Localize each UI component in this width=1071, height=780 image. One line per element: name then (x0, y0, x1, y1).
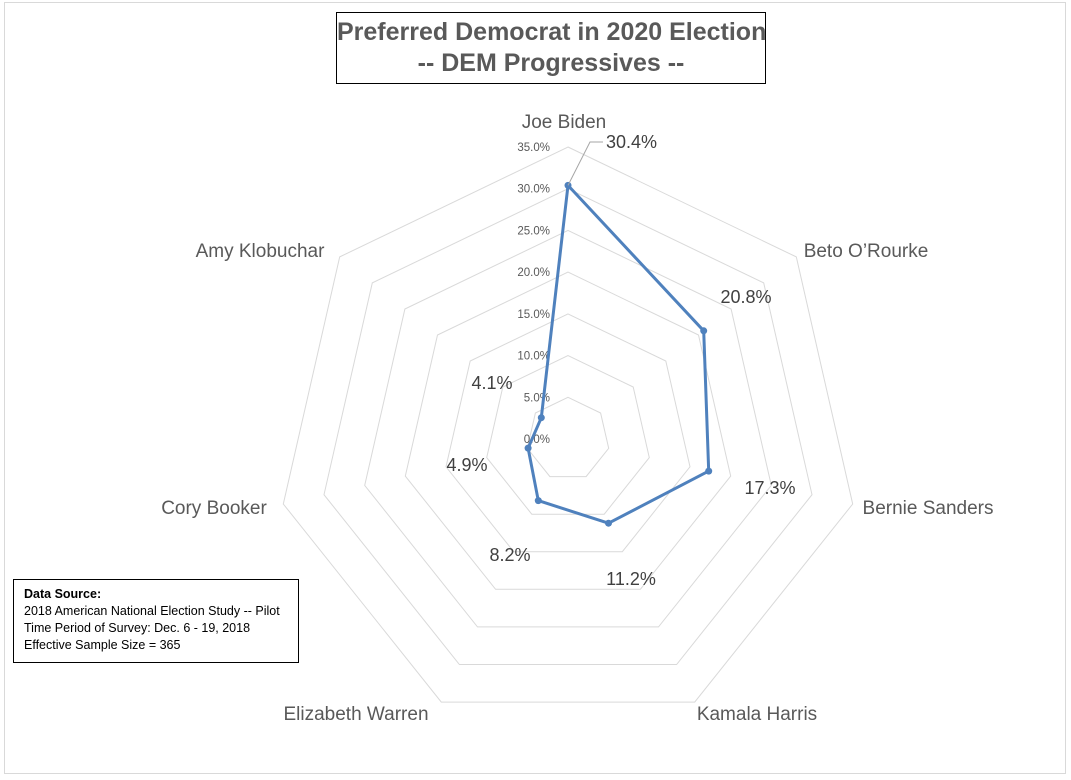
radar-grid (282, 146, 854, 703)
chart-title-line1: Preferred Democrat in 2020 Election (337, 18, 767, 46)
data-label-leader (567, 141, 603, 186)
tick-label: 25.0% (517, 225, 550, 237)
category-label: Bernie Sanders (863, 498, 994, 519)
tick-label: 0.0% (524, 434, 550, 446)
data-point (705, 467, 713, 475)
data-point (700, 327, 708, 335)
tick-label: 35.0% (517, 142, 550, 154)
chart-area (4, 2, 1066, 774)
grid-ring-35 (282, 146, 854, 703)
category-label: Beto O’Rourke (804, 241, 929, 262)
series-line (526, 183, 711, 525)
data-point (605, 519, 612, 527)
data-label: 17.3% (744, 478, 795, 498)
data-label: 8.2% (489, 545, 530, 565)
data-point (537, 414, 545, 422)
category-label: Kamala Harris (697, 704, 817, 725)
data-point (534, 497, 542, 505)
grid-ring-30 (323, 188, 813, 665)
grid-ring-5 (526, 396, 610, 478)
category-label: Amy Klobuchar (196, 241, 326, 262)
data-source-box: Data Source: 2018 American National Elec… (13, 579, 299, 663)
data-label: 30.4% (606, 132, 657, 152)
data-label: 4.1% (471, 373, 512, 393)
category-label: Elizabeth Warren (283, 704, 428, 725)
category-label: Joe Biden (522, 112, 607, 133)
tick-label: 5.0% (524, 392, 550, 404)
data-label: 4.9% (446, 455, 487, 475)
series-biden-etc: 30.4% 20.8% 17.3% 11.2% 8.2% 4.9% 4.1% (446, 132, 795, 589)
data-source-line1: 2018 American National Election Study --… (24, 604, 280, 618)
tick-label: 30.0% (517, 184, 550, 196)
radial-axis-ticks: 0.0% 5.0% 10.0% 15.0% 20.0% 25.0% 30.0% 35.0% (517, 142, 550, 446)
category-labels: Joe Biden Beto O’Rourke Bernie Sanders Kama… (161, 112, 993, 725)
data-point (524, 444, 532, 452)
tick-label: 10.0% (517, 351, 550, 363)
grid-ring-15 (445, 313, 691, 553)
data-source-line3: Effective Sample Size = 365 (24, 638, 181, 652)
category-label: Cory Booker (161, 498, 267, 519)
data-source-line2: Time Period of Survey: Dec. 6 - 19, 2018 (24, 621, 251, 635)
grid-ring-25 (364, 229, 772, 628)
chart-title-line2: -- DEM Progressives -- (417, 49, 685, 77)
tick-label: 20.0% (517, 267, 550, 279)
tick-label: 15.0% (517, 309, 550, 321)
data-source-heading: Data Source: (24, 587, 102, 601)
grid-ring-10 (486, 355, 650, 515)
chart-title: Preferred Democrat in 2020 Election -- D… (336, 12, 766, 84)
data-label: 20.8% (720, 287, 771, 307)
data-label: 11.2% (606, 569, 656, 589)
